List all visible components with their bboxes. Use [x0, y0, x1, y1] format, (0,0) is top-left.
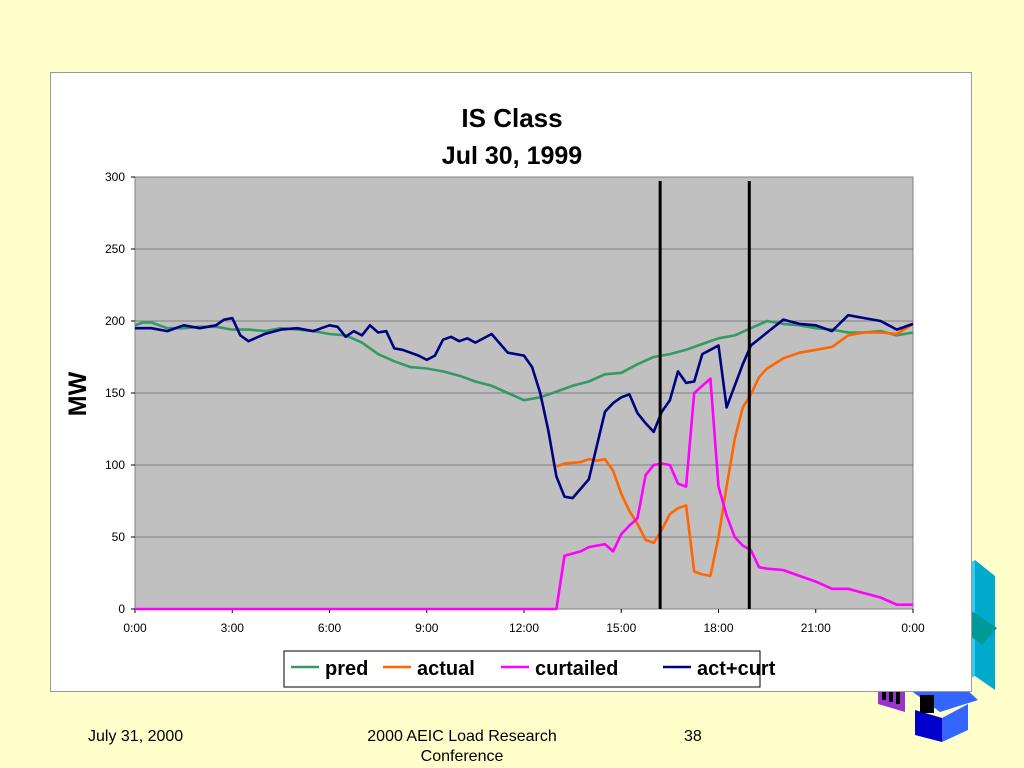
- series-line-3: [135, 313, 914, 500]
- x-tick-label: 15:00: [606, 621, 636, 635]
- x-tick-label: 6:00: [318, 621, 342, 635]
- slide-page-number: 38: [684, 728, 702, 745]
- y-tick-label: 200: [105, 314, 125, 328]
- y-tick-label: 150: [105, 386, 125, 400]
- y-axis-ticks: 0 50 100 150 200 250 300: [105, 170, 135, 616]
- series-line-1: [555, 322, 914, 578]
- legend-label-2: curtailed: [535, 658, 618, 680]
- footer-conference: 2000 AEIC Load Research Conference: [367, 728, 557, 765]
- series-line-2: [135, 377, 913, 611]
- x-tick-label: 3:00: [221, 621, 245, 635]
- chart-subtitle: Jul 30, 1999: [442, 142, 582, 170]
- x-tick-label: 18:00: [703, 621, 733, 635]
- x-tick-label: 0:00: [901, 621, 925, 635]
- x-tick-label: 12:00: [509, 621, 539, 635]
- series-lines: [134, 313, 914, 611]
- legend-label-0: pred: [325, 658, 368, 680]
- chart-frame: IS Class Jul 30, 1999 MW 0 50 100 150 200 250…: [50, 72, 972, 692]
- vertical-markers: [658, 181, 751, 609]
- y-tick-label: 100: [105, 458, 125, 472]
- legend-box: [283, 650, 761, 688]
- y-tick-label: 50: [112, 530, 126, 544]
- y-tick-label: 0: [118, 602, 125, 616]
- y-axis-label: MW: [64, 371, 92, 416]
- chart-legend: pred actual curtailed act+curt: [283, 650, 776, 688]
- legend-label-3: act+curt: [697, 658, 776, 680]
- x-axis-ticks: 0:00 3:00 6:00 9:00 12:00 15:00 18:00 21:00 0:00: [123, 609, 925, 635]
- x-tick-label: 0:00: [123, 621, 147, 635]
- chart-title: IS Class: [461, 103, 562, 133]
- x-tick-label: 21:00: [801, 621, 831, 635]
- x-tick-label: 9:00: [415, 621, 439, 635]
- y-tick-label: 250: [105, 242, 125, 256]
- y-tick-label: 300: [105, 170, 125, 184]
- line-chart: IS Class Jul 30, 1999 MW 0 50 100 150 200 250…: [64, 103, 925, 688]
- legend-label-1: actual: [417, 658, 475, 680]
- footer-date: July 31, 2000: [88, 728, 184, 745]
